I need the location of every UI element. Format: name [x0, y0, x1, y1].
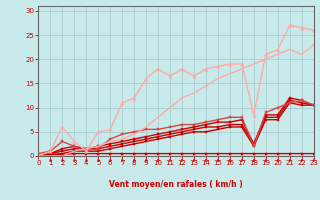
X-axis label: Vent moyen/en rafales ( km/h ): Vent moyen/en rafales ( km/h ) — [109, 180, 243, 189]
